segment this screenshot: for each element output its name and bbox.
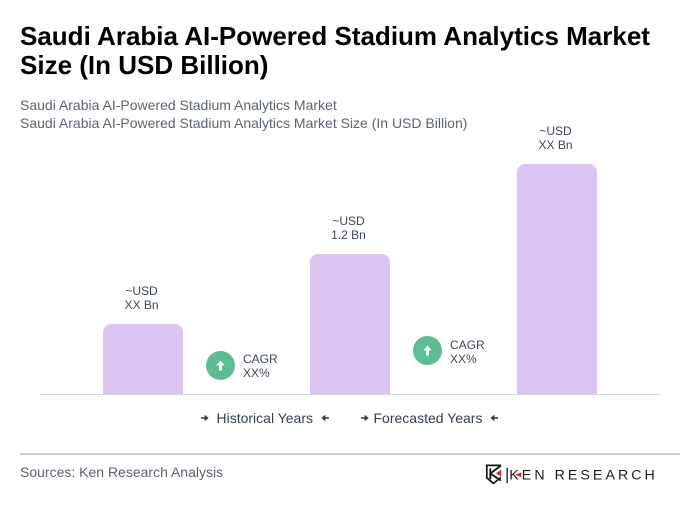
svg-text:KEN RESEARCH: KEN RESEARCH bbox=[509, 467, 658, 483]
